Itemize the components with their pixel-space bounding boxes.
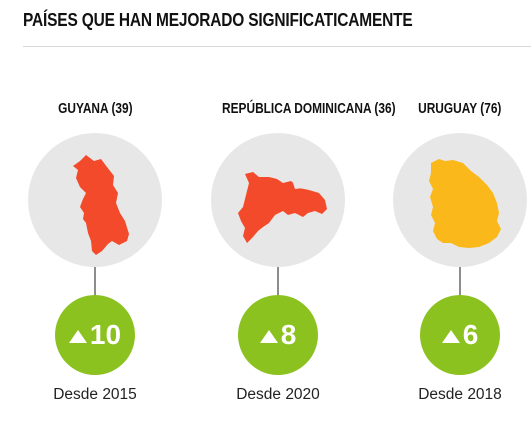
country-card-dominican-republic: REPÚBLICA DOMINICANA (36) 8 Desde 2020 — [203, 0, 396, 437]
up-triangle-icon — [441, 329, 460, 343]
dominican-republic-map-icon — [238, 172, 327, 243]
map-circle — [28, 133, 162, 267]
uruguay-map-icon — [429, 159, 501, 248]
improvement-badge: 6 — [420, 295, 500, 375]
guyana-map-icon — [73, 155, 129, 255]
country-name: GUYANA (39) — [57, 101, 133, 117]
header-divider — [23, 46, 531, 47]
country-name: REPÚBLICA DOMINICANA (36) — [222, 101, 396, 117]
connector-line — [459, 267, 461, 296]
connector-line — [277, 267, 279, 296]
since-label: Desde 2018 — [418, 386, 502, 403]
country-card-guyana: GUYANA (39) 10 Desde 2015 — [20, 0, 170, 437]
country-card-uruguay: URUGUAY (76) 6 Desde 2018 — [385, 0, 531, 437]
connector-line — [94, 267, 96, 296]
since-label: Desde 2015 — [53, 386, 137, 403]
improvement-badge: 8 — [238, 295, 318, 375]
improvement-value: 8 — [280, 319, 297, 350]
page-title: PAÍSES QUE HAN MEJORADO SIGNIFICATICAMEN… — [23, 10, 413, 30]
country-name: URUGUAY (76) — [418, 101, 502, 117]
up-triangle-icon — [68, 329, 87, 343]
map-circle — [211, 133, 345, 267]
up-triangle-icon — [259, 329, 278, 343]
map-circle — [393, 133, 527, 267]
improvement-value: 6 — [462, 319, 479, 350]
improvement-value: 10 — [89, 319, 122, 350]
improvement-badge: 10 — [55, 295, 135, 375]
since-label: Desde 2020 — [236, 386, 320, 403]
